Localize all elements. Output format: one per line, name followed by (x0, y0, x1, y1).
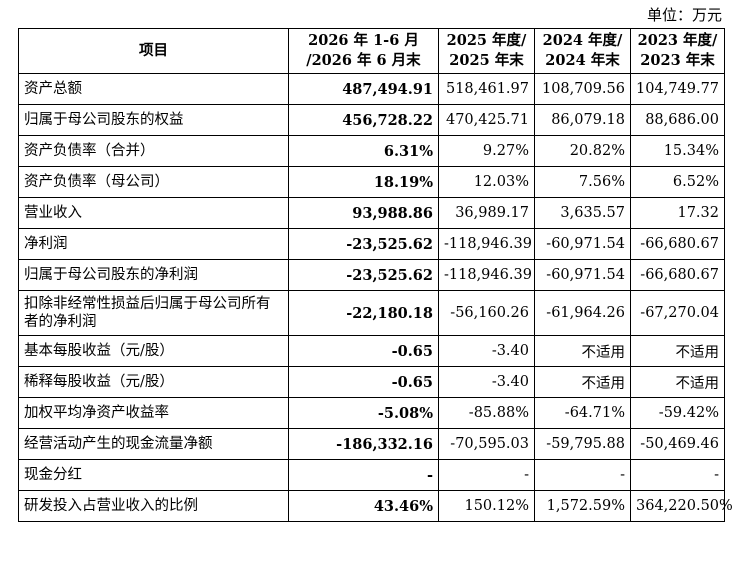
financial-data-table: 项目 2026 年 1-6 月 /2026 年 6 月末 2025 年度/ 20… (18, 28, 733, 522)
row-label: 归属于母公司股东的权益 (18, 104, 289, 136)
cell-value: 6.52% (630, 166, 725, 198)
cell-value: -0.65 (288, 366, 439, 398)
cell-value: 470,425.71 (438, 104, 535, 136)
unit-label: 单位：万元 (646, 6, 722, 24)
cell-value: -22,180.18 (288, 290, 439, 336)
table-row: 加权平均净资产收益率 -5.08% -85.88% -64.71% -59.42% (18, 397, 725, 429)
table-row: 研发投入占营业收入的比例 43.46% 150.12% 1,572.59% 364,22… (18, 490, 733, 522)
row-label: 资产负债率（合并） (18, 135, 289, 167)
cell-value: -60,971.54 (534, 259, 631, 291)
cell-value: 88,686.00 (630, 104, 725, 136)
cell-value: 108,709.56 (534, 73, 631, 105)
table-row: 扣除非经常性损益后归属于母公司所有者的净利润 -22,180.18 -56,160.… (18, 290, 725, 336)
cell-value: 不适用 (534, 366, 631, 398)
cell-value: 不适用 (534, 335, 631, 367)
cell-value: 9.27% (438, 135, 535, 167)
cell-value: 17.32 (630, 197, 725, 229)
header-2026h1: 2026 年 1-6 月 /2026 年 6 月末 (288, 28, 439, 74)
cell-value: -70,595.03 (438, 428, 535, 460)
row-label: 经营活动产生的现金流量净额 (18, 428, 289, 460)
cell-value: 93,988.86 (288, 197, 439, 229)
row-label: 营业收入 (18, 197, 289, 229)
row-label: 资产负债率（母公司） (18, 166, 289, 198)
table-body: 资产总额 487,494.91 518,461.97 108,709.56 104,74… (18, 73, 733, 522)
cell-value: 3,635.57 (534, 197, 631, 229)
table-row: 净利润 -23,525.62 -118,946.39 -60,971.54 -66,68… (18, 228, 725, 260)
cell-value: -59.42% (630, 397, 725, 429)
row-label: 研发投入占营业收入的比例 (18, 490, 289, 522)
cell-value: -0.65 (288, 335, 439, 367)
cell-value: -23,525.62 (288, 228, 439, 260)
row-label: 净利润 (18, 228, 289, 260)
table-row: 营业收入 93,988.86 36,989.17 3,635.57 17.32 (18, 197, 725, 229)
cell-value: -66,680.67 (630, 259, 725, 291)
cell-value: - (288, 459, 439, 491)
cell-value: 364,220.50% (630, 490, 733, 522)
cell-value: 不适用 (630, 366, 725, 398)
header-2025: 2025 年度/ 2025 年末 (438, 28, 535, 74)
cell-value: -50,469.46 (630, 428, 725, 460)
cell-value: 150.12% (438, 490, 535, 522)
cell-value: - (630, 459, 725, 491)
cell-value: 12.03% (438, 166, 535, 198)
cell-value: -23,525.62 (288, 259, 439, 291)
row-label: 稀释每股收益（元/股） (18, 366, 289, 398)
cell-value: -3.40 (438, 335, 535, 367)
cell-value: -85.88% (438, 397, 535, 429)
table-row: 现金分红 - - - - (18, 459, 725, 491)
cell-value: -60,971.54 (534, 228, 631, 260)
cell-value: 15.34% (630, 135, 725, 167)
table-row: 基本每股收益（元/股） -0.65 -3.40 不适用 不适用 (18, 335, 725, 367)
cell-value: -118,946.39 (438, 228, 535, 260)
cell-value: 7.56% (534, 166, 631, 198)
cell-value: -64.71% (534, 397, 631, 429)
row-label: 归属于母公司股东的净利润 (18, 259, 289, 291)
table-row: 归属于母公司股东的权益 456,728.22 470,425.71 86,079.18… (18, 104, 725, 136)
table-row: 稀释每股收益（元/股） -0.65 -3.40 不适用 不适用 (18, 366, 725, 398)
cell-value: 不适用 (630, 335, 725, 367)
cell-value: 43.46% (288, 490, 439, 522)
cell-value: 18.19% (288, 166, 439, 198)
cell-value: 456,728.22 (288, 104, 439, 136)
table-row: 资产负债率（母公司） 18.19% 12.03% 7.56% 6.52% (18, 166, 725, 198)
row-label: 资产总额 (18, 73, 289, 105)
cell-value: 20.82% (534, 135, 631, 167)
cell-value: - (534, 459, 631, 491)
table-row: 经营活动产生的现金流量净额 -186,332.16 -70,595.03 -59,79… (18, 428, 725, 460)
cell-value: 36,989.17 (438, 197, 535, 229)
cell-value: - (438, 459, 535, 491)
table-row: 归属于母公司股东的净利润 -23,525.62 -118,946.39 -60,971… (18, 259, 725, 291)
cell-value: -61,964.26 (534, 290, 631, 336)
row-label: 加权平均净资产收益率 (18, 397, 289, 429)
row-label: 扣除非经常性损益后归属于母公司所有者的净利润 (18, 290, 289, 336)
cell-value: 1,572.59% (534, 490, 631, 522)
header-row: 项目 2026 年 1-6 月 /2026 年 6 月末 2025 年度/ 20… (18, 28, 725, 74)
cell-value: -3.40 (438, 366, 535, 398)
cell-value: -5.08% (288, 397, 439, 429)
table-row: 资产总额 487,494.91 518,461.97 108,709.56 104,74… (18, 73, 725, 105)
row-label: 现金分红 (18, 459, 289, 491)
cell-value: -56,160.26 (438, 290, 535, 336)
cell-value: 104,749.77 (630, 73, 725, 105)
cell-value: -186,332.16 (288, 428, 439, 460)
cell-value: 86,079.18 (534, 104, 631, 136)
cell-value: -118,946.39 (438, 259, 535, 291)
header-2023: 2023 年度/ 2023 年末 (630, 28, 725, 74)
row-label: 基本每股收益（元/股） (18, 335, 289, 367)
cell-value: 487,494.91 (288, 73, 439, 105)
cell-value: -59,795.88 (534, 428, 631, 460)
cell-value: -66,680.67 (630, 228, 725, 260)
table-row: 资产负债率（合并） 6.31% 9.27% 20.82% 15.34% (18, 135, 725, 167)
cell-value: 518,461.97 (438, 73, 535, 105)
header-2024: 2024 年度/ 2024 年末 (534, 28, 631, 74)
cell-value: 6.31% (288, 135, 439, 167)
cell-value: -67,270.04 (630, 290, 725, 336)
header-item: 项目 (18, 28, 289, 74)
